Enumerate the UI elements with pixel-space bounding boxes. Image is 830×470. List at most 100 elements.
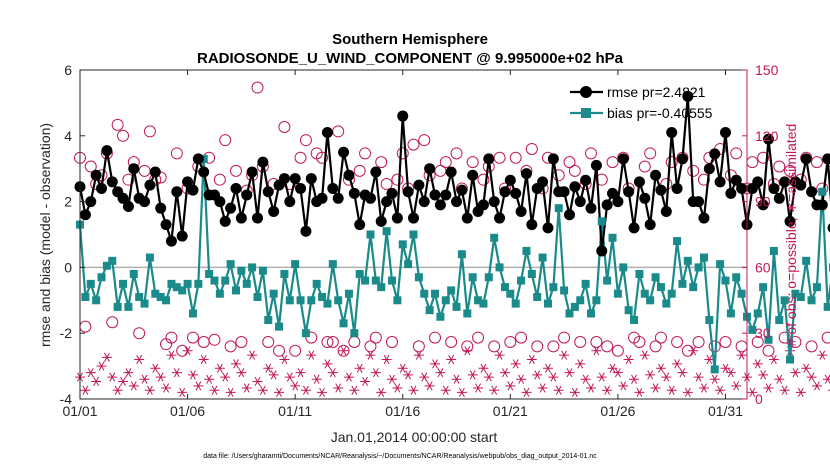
obs-assimilated-point <box>456 387 467 398</box>
y-tick-label: -4 <box>60 391 73 407</box>
obs-assimilated-point <box>268 370 279 380</box>
bias-point <box>818 187 827 196</box>
y-tick-label: 0 <box>64 259 72 275</box>
bias-point <box>640 289 649 298</box>
obs-possible-point <box>773 160 786 173</box>
rmse-point <box>623 186 635 198</box>
rmse-point <box>268 205 280 217</box>
obs-assimilated-point <box>166 350 177 360</box>
obs-possible-point <box>165 331 178 344</box>
rmse-point <box>289 173 301 185</box>
obs-assimilated-point <box>171 368 182 378</box>
obs-possible-point <box>235 335 248 348</box>
bias-point <box>543 299 552 308</box>
obs-possible-point <box>170 147 183 160</box>
bias-point <box>500 283 509 292</box>
obs-possible-point <box>208 333 221 346</box>
rmse-point <box>580 174 592 186</box>
bias-point <box>468 273 477 282</box>
rmse-point <box>510 187 522 199</box>
rmse-point <box>768 182 780 194</box>
obs-assimilated-point <box>274 387 285 398</box>
rmse-point <box>504 174 516 186</box>
rmse-point <box>671 182 683 194</box>
bias-point <box>678 279 687 288</box>
rmse-point <box>182 176 194 188</box>
obs-possible-point <box>117 129 130 142</box>
obs-assimilated-point <box>661 372 672 382</box>
obs-assimilated-point <box>134 354 145 365</box>
obs-possible-point <box>294 151 307 164</box>
obs-possible-point <box>649 340 662 353</box>
obs-assimilated-point <box>408 385 419 395</box>
obs-assimilated-point <box>413 350 424 360</box>
obs-possible-point <box>111 118 124 131</box>
y2-tick-label: 30 <box>755 325 771 341</box>
bias-point <box>651 273 660 282</box>
obs-possible-point <box>552 169 565 182</box>
obs-assimilated-point <box>446 354 457 365</box>
obs-assimilated-point <box>376 387 387 398</box>
x-tick-label: 01/16 <box>385 403 420 419</box>
obs-assimilated-point <box>80 385 91 395</box>
obs-assimilated-point <box>747 387 758 398</box>
bias-point <box>667 289 676 298</box>
rmse-point <box>612 196 624 208</box>
bias-point <box>737 289 746 298</box>
obs-assimilated-point <box>177 387 188 398</box>
rmse-point <box>709 148 721 160</box>
bias-point <box>226 260 235 269</box>
obs-assimilated-point <box>451 374 462 384</box>
obs-assimilated-point <box>790 368 801 378</box>
obs-assimilated-point <box>306 350 317 360</box>
obs-assimilated-point <box>618 381 629 391</box>
obs-assimilated-point <box>144 385 155 395</box>
rmse-point <box>440 189 452 201</box>
bias-point <box>409 230 418 239</box>
obs-assimilated-point <box>655 363 666 373</box>
bias-point <box>81 293 90 302</box>
rmse-point <box>467 169 479 181</box>
bias-point <box>764 335 773 344</box>
obs-possible-point <box>687 164 700 177</box>
obs-possible-point <box>375 156 388 169</box>
rmse-point <box>338 146 350 158</box>
rmse-point <box>660 205 672 217</box>
obs-assimilated-point <box>96 361 107 371</box>
obs-assimilated-point <box>220 372 231 382</box>
obs-assimilated-point <box>779 385 790 395</box>
obs-assimilated-point <box>822 374 830 384</box>
rmse-point <box>327 182 339 194</box>
rmse-point <box>650 169 662 181</box>
obs-possible-point <box>757 151 770 164</box>
bias-point <box>393 296 402 305</box>
obs-assimilated-point <box>263 363 274 373</box>
y2-tick-label: 150 <box>755 62 779 78</box>
obs-assimilated-point <box>198 354 209 365</box>
obs-assimilated-point <box>430 359 441 369</box>
obs-possible-point <box>262 335 275 348</box>
rmse-point <box>402 186 414 198</box>
bias-point <box>775 316 784 325</box>
obs-assimilated-point <box>505 381 516 391</box>
x-tick-label: 01/11 <box>278 403 312 419</box>
rmse-point <box>278 173 290 185</box>
obs-assimilated-point <box>510 359 521 369</box>
obs-assimilated-point <box>693 372 704 382</box>
rmse-point <box>633 176 645 188</box>
rmse-point <box>198 166 210 178</box>
obs-assimilated-point <box>575 359 586 369</box>
obs-assimilated-point <box>128 381 139 391</box>
bias-point <box>565 309 574 318</box>
obs-possible-point <box>751 335 764 348</box>
rmse-point <box>225 202 237 214</box>
bias-point <box>474 296 483 305</box>
rmse-point <box>187 184 199 196</box>
y2-tick-label: 120 <box>755 128 779 144</box>
rmse-point <box>585 202 597 214</box>
rmse-point <box>607 187 619 199</box>
obs-possible-point <box>762 344 775 357</box>
bias-point <box>753 309 762 318</box>
rmse-point <box>639 192 651 204</box>
rmse-point <box>241 189 253 201</box>
